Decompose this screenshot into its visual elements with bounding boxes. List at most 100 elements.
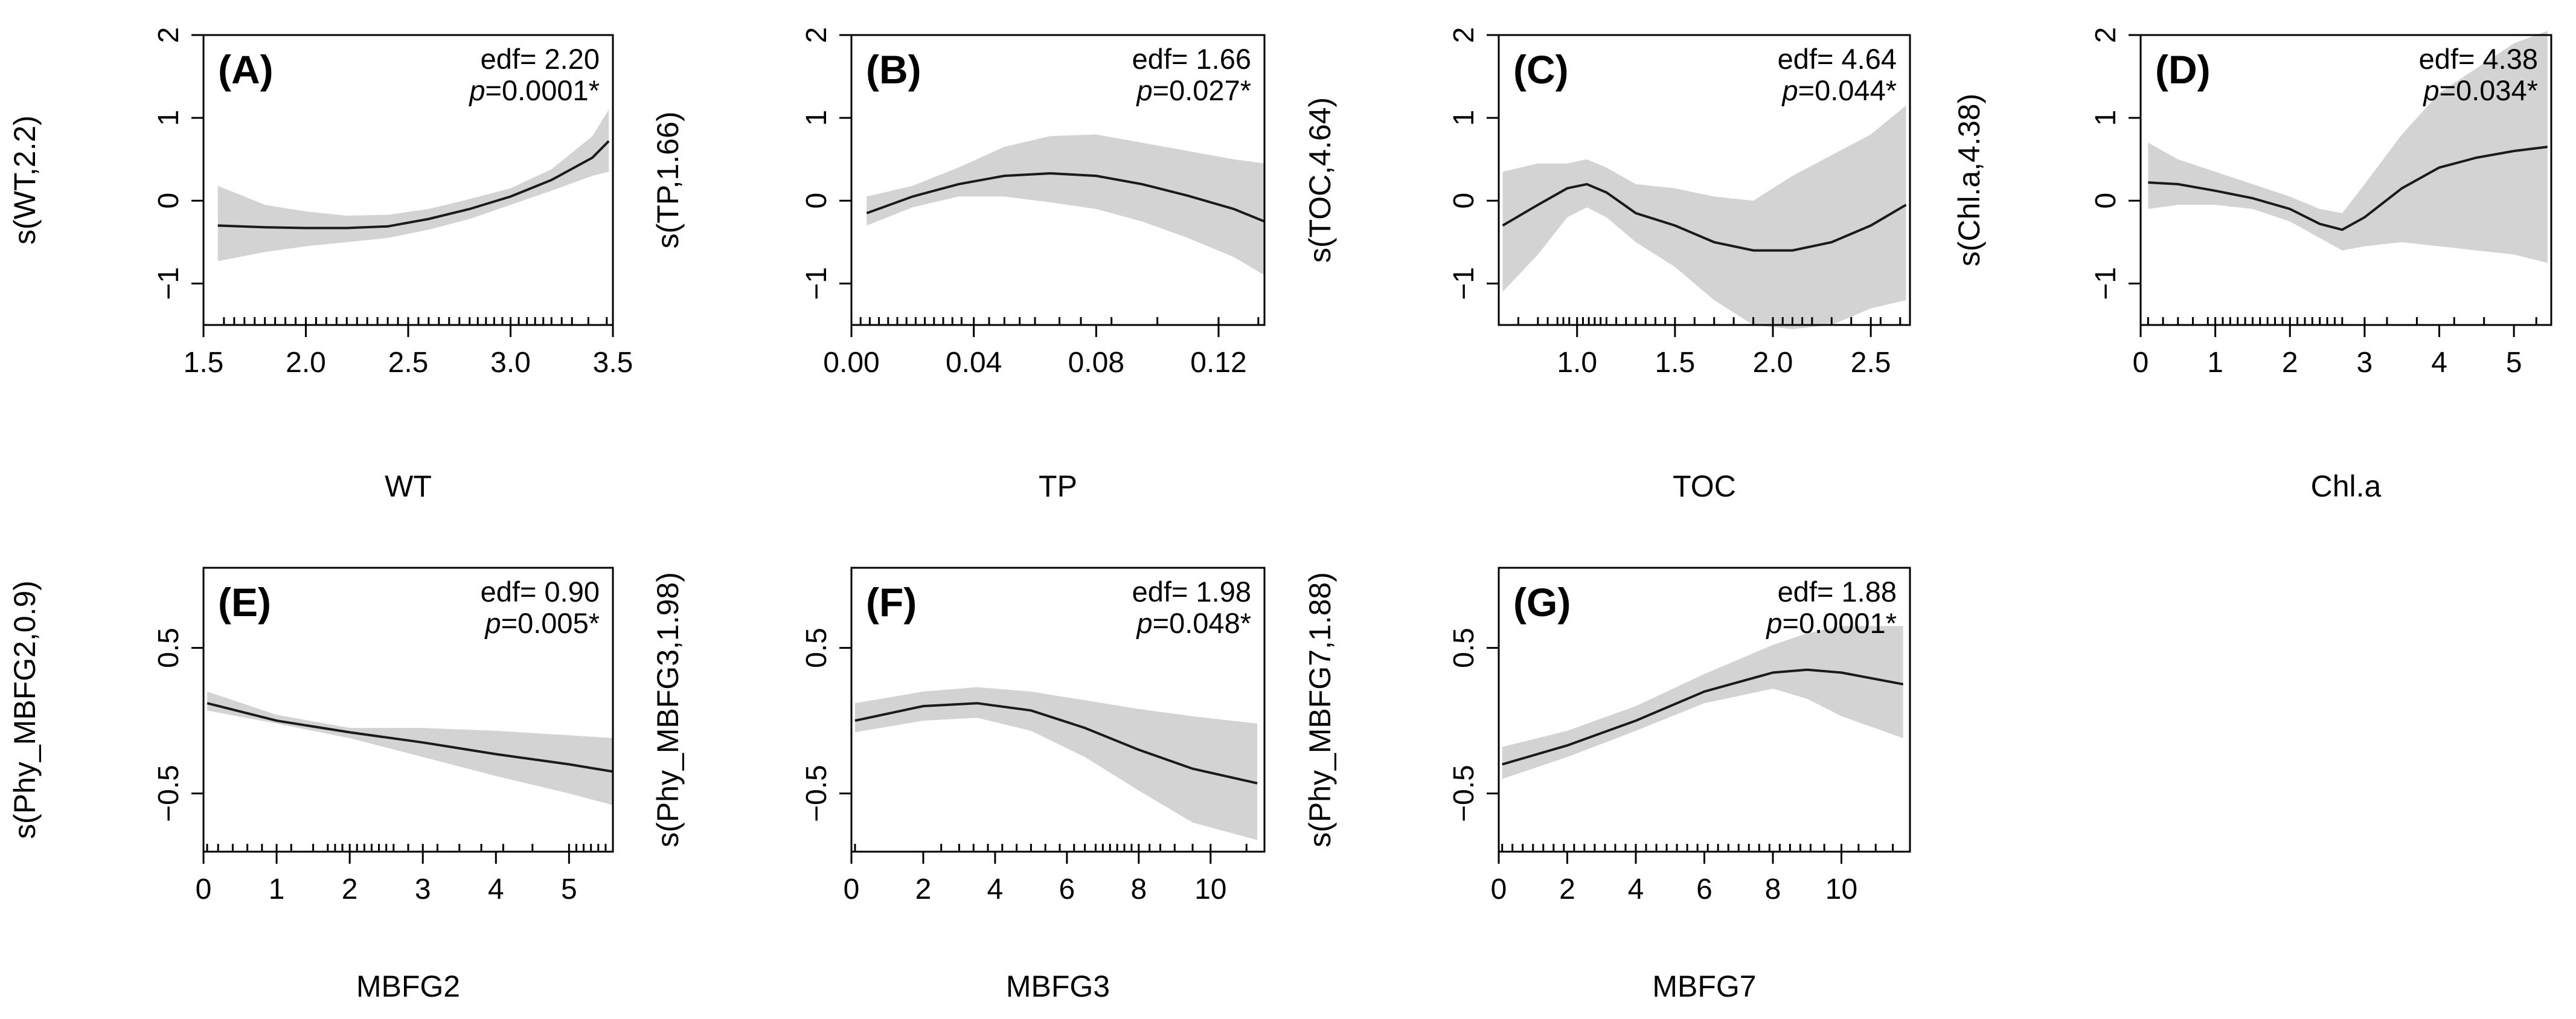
x-tick-label: 8 (1130, 873, 1147, 905)
confidence-band (1502, 626, 1903, 779)
y-tick-label: −1 (153, 267, 185, 300)
x-tick-label: 2.0 (286, 347, 326, 379)
y-tick-label: −1 (1448, 267, 1480, 300)
x-axis-title: MBFG3 (1006, 969, 1110, 1003)
x-tick-label: 2.0 (1753, 347, 1793, 379)
smooth-fit-line (2148, 146, 2548, 231)
y-axis-title: s(Phy_MBFG7,1.88) (1303, 572, 1337, 847)
y-tick-label: 0 (153, 193, 185, 209)
x-tick-label: 3 (2357, 347, 2373, 379)
panel-label: (C) (1513, 47, 1569, 92)
x-axis-title: Chl.a (2311, 469, 2382, 503)
x-tick-label: 4 (1628, 873, 1644, 905)
y-tick-label: 2 (153, 27, 185, 43)
y-axis-title: s(Chl.a,4.38) (1952, 94, 1986, 266)
plot-frame (850, 34, 1266, 326)
panel-b: 0.00 0.04 0.08 0.12 −1 0 1 2 TP s(TP,1.66) (B) edf=… (651, 27, 1266, 503)
smooth-fit-line (866, 172, 1265, 223)
panel-c: 1.0 1.5 2.0 2.5 −1 0 1 2 TOC s(TOC,4.64) (C) edf= 4… (1303, 27, 1911, 503)
panel-f: 0 2 4 6 8 10 −0.5 0.5 MBFG3 s(Phy_MBFG3,1.98) (F) e… (651, 567, 1266, 1003)
y-axis-title: s(TP,1.66) (651, 112, 685, 249)
p-value: =0.0001* (485, 74, 600, 106)
edf-annotation: edf= 4.64 (1778, 43, 1897, 75)
confidence-band (867, 134, 1264, 275)
y-tick-label: −0.5 (1448, 765, 1480, 822)
y-tick-label: 2 (801, 27, 833, 43)
x-tick-label: 0 (2133, 347, 2149, 379)
y-tick-label: 1 (1448, 110, 1480, 126)
y-tick-label: −1 (801, 267, 833, 300)
x-tick-label: 0.00 (823, 347, 879, 379)
panel-label: (G) (1513, 580, 1571, 625)
x-tick-label: 2 (1559, 873, 1575, 905)
x-tick-label: 4 (488, 873, 504, 905)
plot-frame (2139, 34, 2552, 326)
edf-annotation: edf= 4.38 (2419, 43, 2538, 75)
y-tick-label: −0.5 (153, 765, 185, 822)
y-axis-title: s(WT,2.2) (8, 115, 42, 245)
y-tick-label: −1 (2090, 267, 2122, 300)
y-tick-label: −0.5 (801, 765, 833, 822)
y-tick-label: 0 (1448, 193, 1480, 209)
y-tick-label: 0 (2090, 193, 2122, 209)
x-tick-label: 0 (844, 873, 860, 905)
x-tick-label: 3.5 (593, 347, 633, 379)
x-tick-label: 1 (269, 873, 285, 905)
x-tick-label: 2 (915, 873, 932, 905)
p-value: =0.044* (1798, 74, 1897, 106)
x-tick-label: 2 (342, 873, 358, 905)
x-tick-label: 5 (2506, 347, 2522, 379)
smooth-fit-line (217, 140, 610, 230)
panel-g: 0 2 4 6 8 10 −0.5 0.5 MBFG7 s(Phy_MBFG7,1.88) (G) e… (1303, 567, 1911, 1003)
y-tick-label: 2 (1448, 27, 1480, 43)
p-value: =0.027* (1153, 74, 1251, 106)
edf-annotation: edf= 1.98 (1132, 576, 1251, 608)
x-tick-label: 2 (2282, 347, 2298, 379)
p-value-annotation: p=0.005* (484, 607, 600, 639)
panel-label: (A) (218, 47, 274, 92)
y-tick-label: 1 (153, 110, 185, 126)
x-tick-label: 6 (1696, 873, 1713, 905)
x-axis-title: MBFG2 (356, 969, 460, 1003)
p-value-annotation: p=0.044* (1781, 74, 1897, 106)
x-axis-title: TP (1039, 469, 1077, 503)
x-tick-label: 5 (561, 873, 577, 905)
y-tick-label: 2 (2090, 27, 2122, 43)
x-tick-label: 1.0 (1557, 347, 1597, 379)
x-tick-label: 3.0 (490, 347, 531, 379)
x-tick-label: 1.5 (184, 347, 224, 379)
p-value: =0.034* (2440, 74, 2538, 106)
x-tick-label: 2.5 (388, 347, 429, 379)
y-tick-label: 0.5 (801, 628, 833, 668)
y-tick-label: 1 (2090, 110, 2122, 126)
x-axis-title: WT (385, 469, 432, 503)
confidence-band (854, 687, 1258, 840)
plot-frame (850, 567, 1266, 853)
smooth-fit-line (1502, 182, 1907, 252)
x-tick-label: 8 (1765, 873, 1781, 905)
x-tick-label: 3 (415, 873, 431, 905)
x-tick-label: 10 (1825, 873, 1857, 905)
x-tick-label: 1.5 (1655, 347, 1695, 379)
x-axis-title: MBFG7 (1652, 969, 1756, 1003)
x-tick-label: 6 (1059, 873, 1075, 905)
x-tick-label: 0 (1491, 873, 1507, 905)
y-tick-label: 0.5 (1448, 628, 1480, 668)
y-tick-label: 0.5 (153, 628, 185, 668)
edf-annotation: edf= 2.20 (481, 43, 600, 75)
y-axis-title: s(Phy_MBFG2,0.9) (8, 580, 42, 839)
confidence-band (217, 109, 609, 262)
smooth-fit-line (1502, 668, 1904, 766)
p-value-annotation: p=0.0001* (468, 74, 600, 106)
x-axis-title: TOC (1673, 469, 1736, 503)
confidence-band (1502, 105, 1906, 329)
edf-annotation: edf= 1.88 (1778, 576, 1897, 608)
p-value-annotation: p=0.0001* (1765, 607, 1897, 639)
x-tick-label: 10 (1194, 873, 1226, 905)
edf-annotation: edf= 0.90 (481, 576, 600, 608)
y-tick-label: 0 (801, 193, 833, 209)
panel-label: (D) (2155, 47, 2211, 92)
p-value: =0.0001* (1783, 607, 1897, 639)
panel-e: 0 1 2 3 4 5 −0.5 0.5 MBFG2 s(Phy_MBFG2,0.9) (E) edf… (8, 567, 614, 1003)
